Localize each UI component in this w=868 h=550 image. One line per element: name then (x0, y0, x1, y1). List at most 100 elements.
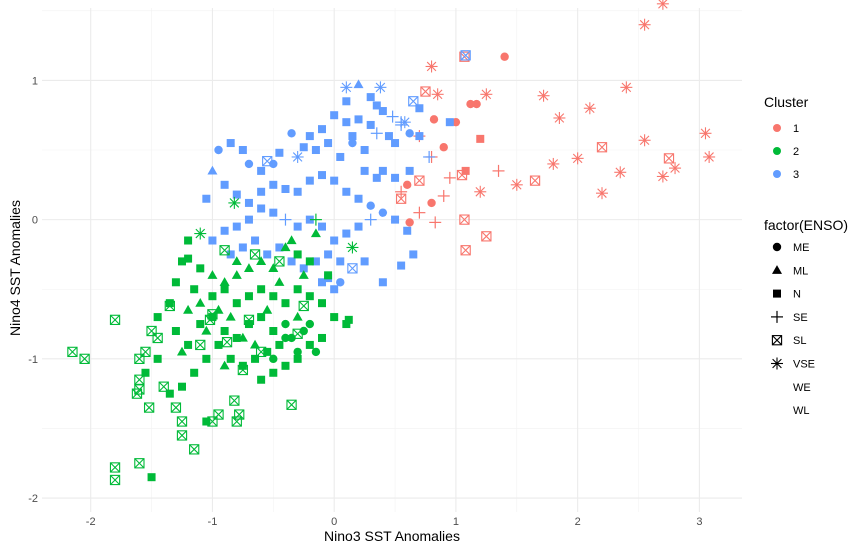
grid-lines (42, 8, 742, 512)
point-n-cluster-3 (305, 132, 314, 141)
point-n-cluster-3 (415, 104, 424, 113)
point-ml-cluster-2 (177, 346, 187, 356)
point-vse-cluster-1 (656, 0, 669, 10)
point-me-cluster-2 (281, 333, 290, 343)
point-me-cluster-2 (281, 319, 290, 329)
point-n-cluster-1 (476, 134, 485, 143)
point-ml-cluster-2 (219, 360, 230, 370)
point-n-cluster-3 (391, 215, 400, 224)
point-n-cluster-3 (318, 222, 326, 231)
point-me-cluster-2 (287, 333, 296, 343)
point-sl-cluster-1 (456, 169, 468, 181)
point-n-cluster-2 (269, 327, 278, 336)
point-sl-cluster-2 (79, 353, 90, 365)
point-n-cluster-3 (257, 204, 266, 213)
point-se-cluster-2 (309, 213, 322, 226)
point-ml-cluster-2 (237, 332, 248, 342)
legend-enso-label: SL (793, 335, 806, 347)
point-n-cluster-2 (293, 285, 302, 294)
point-sl-cluster-2 (152, 332, 163, 344)
point-n-cluster-2 (214, 340, 223, 349)
point-vse-cluster-1 (583, 102, 596, 115)
point-n-cluster-3 (305, 215, 314, 224)
point-n-cluster-3 (305, 176, 314, 185)
point-n-cluster-3 (251, 236, 260, 245)
point-n-cluster-3 (360, 166, 369, 175)
point-vse-cluster-1 (703, 150, 716, 163)
point-vse-cluster-1 (656, 170, 669, 183)
point-n-cluster-3 (391, 139, 400, 148)
point-n-cluster-2 (190, 368, 199, 377)
point-n-cluster-2 (330, 313, 339, 322)
point-sl-cluster-2 (195, 339, 206, 351)
point-sl-cluster-2 (146, 325, 157, 337)
point-n-cluster-2 (269, 292, 278, 301)
point-vse-cluster-1 (431, 88, 444, 101)
point-ml-cluster-2 (219, 277, 230, 286)
point-n-cluster-3 (324, 250, 333, 259)
point-n-cluster-3 (318, 171, 326, 180)
point-me-cluster-1 (466, 99, 475, 109)
point-sl-cluster-2 (213, 409, 224, 420)
point-sl-cluster-2 (207, 309, 218, 320)
point-n-cluster-2 (257, 313, 266, 322)
point-n-cluster-3 (384, 132, 393, 141)
point-vse-cluster-1 (474, 185, 487, 198)
point-ml-cluster-2 (310, 228, 321, 238)
point-n-cluster-2 (257, 285, 266, 294)
point-vse-cluster-3 (291, 150, 304, 163)
x-tick-label: 0 (331, 516, 337, 528)
point-sl-cluster-2 (134, 458, 145, 469)
point-sl-cluster-1 (481, 231, 492, 242)
point-n-cluster-3 (257, 166, 266, 175)
point-vse-cluster-2 (346, 241, 359, 254)
legend-enso-label: ML (793, 265, 808, 277)
point-sl-cluster-2 (109, 462, 121, 473)
point-n-cluster-3 (318, 278, 326, 287)
point-n-cluster-2 (293, 250, 302, 259)
point-ml-cluster-2 (225, 311, 236, 321)
point-n-cluster-2 (275, 340, 284, 349)
point-n-cluster-3 (287, 257, 296, 266)
point-ml-cluster-2 (207, 270, 218, 279)
point-sl-cluster-2 (237, 364, 249, 376)
point-me-cluster-3 (287, 129, 296, 138)
point-n-cluster-3 (372, 173, 381, 182)
point-n-cluster-3 (244, 215, 253, 224)
point-n-cluster-2 (196, 320, 205, 329)
x-tick-label: -2 (86, 516, 96, 528)
point-n-cluster-3 (269, 208, 278, 217)
point-n-cluster-2 (220, 327, 229, 336)
point-vse-cluster-1 (510, 178, 523, 191)
point-n-cluster-3 (318, 125, 326, 134)
point-me-cluster-1 (500, 52, 509, 61)
point-n-cluster-3 (397, 261, 406, 270)
point-n-cluster-3 (202, 194, 211, 203)
point-n-cluster-3 (281, 184, 290, 193)
point-me-cluster-3 (348, 138, 357, 148)
point-n-cluster-3 (354, 115, 363, 124)
point-n-cluster-3 (263, 250, 272, 259)
legend-enso-key (772, 265, 782, 274)
point-vse-cluster-1 (620, 81, 633, 94)
point-n-cluster-3 (238, 146, 247, 155)
legend-enso: factor(ENSO) ME ML N SE SL VSE WE WL (764, 217, 848, 417)
point-n-cluster-2 (344, 315, 353, 324)
point-n-cluster-3 (342, 97, 351, 106)
point-me-cluster-1 (427, 198, 436, 208)
y-tick-label: 1 (32, 75, 38, 87)
point-n-cluster-3 (293, 187, 302, 196)
legend-cluster-label: 2 (793, 146, 799, 158)
point-n-cluster-3 (275, 243, 284, 252)
point-n-cluster-2 (257, 375, 266, 384)
point-n-cluster-3 (311, 257, 320, 266)
point-me-cluster-3 (405, 129, 414, 138)
legend-enso-key (773, 289, 781, 298)
point-n-cluster-3 (403, 226, 412, 235)
point-n-cluster-2 (251, 354, 260, 363)
point-n-cluster-2 (202, 354, 211, 363)
point-n-cluster-3 (378, 166, 387, 175)
point-me-cluster-3 (336, 278, 345, 287)
x-tick-label: 1 (453, 516, 459, 528)
point-n-cluster-3 (220, 226, 229, 235)
